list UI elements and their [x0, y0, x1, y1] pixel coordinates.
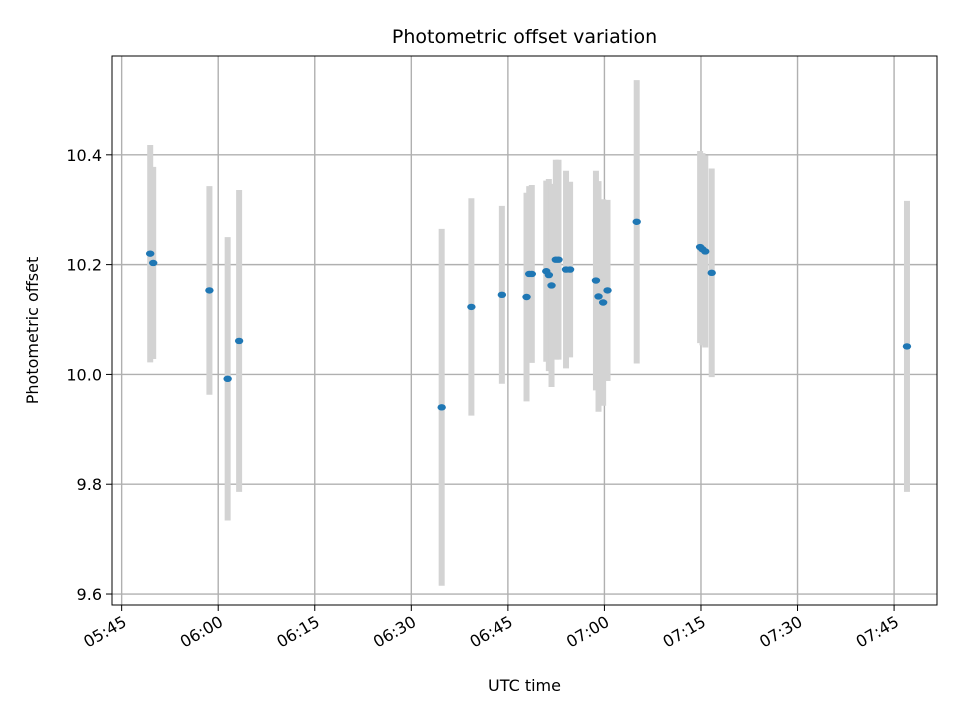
data-point: [547, 282, 556, 289]
y-tick-label: 10.4: [66, 146, 102, 165]
data-point: [701, 248, 710, 255]
x-tick-label: 06:15: [273, 612, 322, 652]
data-point: [598, 299, 608, 306]
data-point: [565, 266, 575, 273]
chart-title: Photometric offset variation: [392, 26, 657, 48]
data-point: [467, 303, 476, 311]
x-tick-label: 07:00: [563, 612, 612, 652]
y-tick-label: 10.0: [66, 365, 102, 384]
x-tick-label: 06:30: [370, 612, 419, 652]
data-points: [145, 218, 912, 411]
data-point: [707, 269, 716, 277]
data-point: [145, 250, 155, 257]
x-axis-ticks: 05:45 06:00 06:15 06:30 06:45 07:00 07:15 07:30…: [80, 605, 902, 652]
x-tick-label: 05:45: [80, 612, 129, 652]
x-tick-label: 06:45: [466, 612, 515, 652]
data-point: [594, 293, 603, 300]
x-tick-label: 07:30: [756, 612, 805, 652]
data-point: [591, 277, 601, 284]
plot-area-frame: [111, 55, 938, 606]
x-tick-label: 07:15: [660, 612, 709, 652]
x-tick-label: 07:45: [853, 612, 902, 652]
data-point: [554, 256, 563, 263]
data-point: [223, 375, 232, 383]
data-point: [544, 271, 554, 279]
error-bars: [147, 80, 910, 586]
data-point: [497, 291, 507, 299]
y-tick-label: 9.6: [77, 585, 102, 604]
x-axis-title: UTC time: [488, 676, 561, 695]
y-axis-title: Photometric offset: [23, 257, 42, 405]
data-point: [522, 293, 531, 301]
data-point: [603, 287, 612, 294]
data-point: [205, 287, 214, 294]
y-axis-ticks: 9.6 9.8 10.0 10.2 10.4: [66, 146, 112, 604]
data-point: [437, 404, 446, 411]
y-tick-label: 10.2: [66, 256, 102, 275]
y-tick-label: 9.8: [77, 475, 102, 494]
data-point: [234, 337, 244, 345]
data-point: [527, 270, 536, 278]
x-tick-label: 06:00: [177, 612, 226, 652]
data-point: [632, 218, 641, 225]
data-point: [148, 259, 158, 267]
data-point: [902, 343, 912, 350]
